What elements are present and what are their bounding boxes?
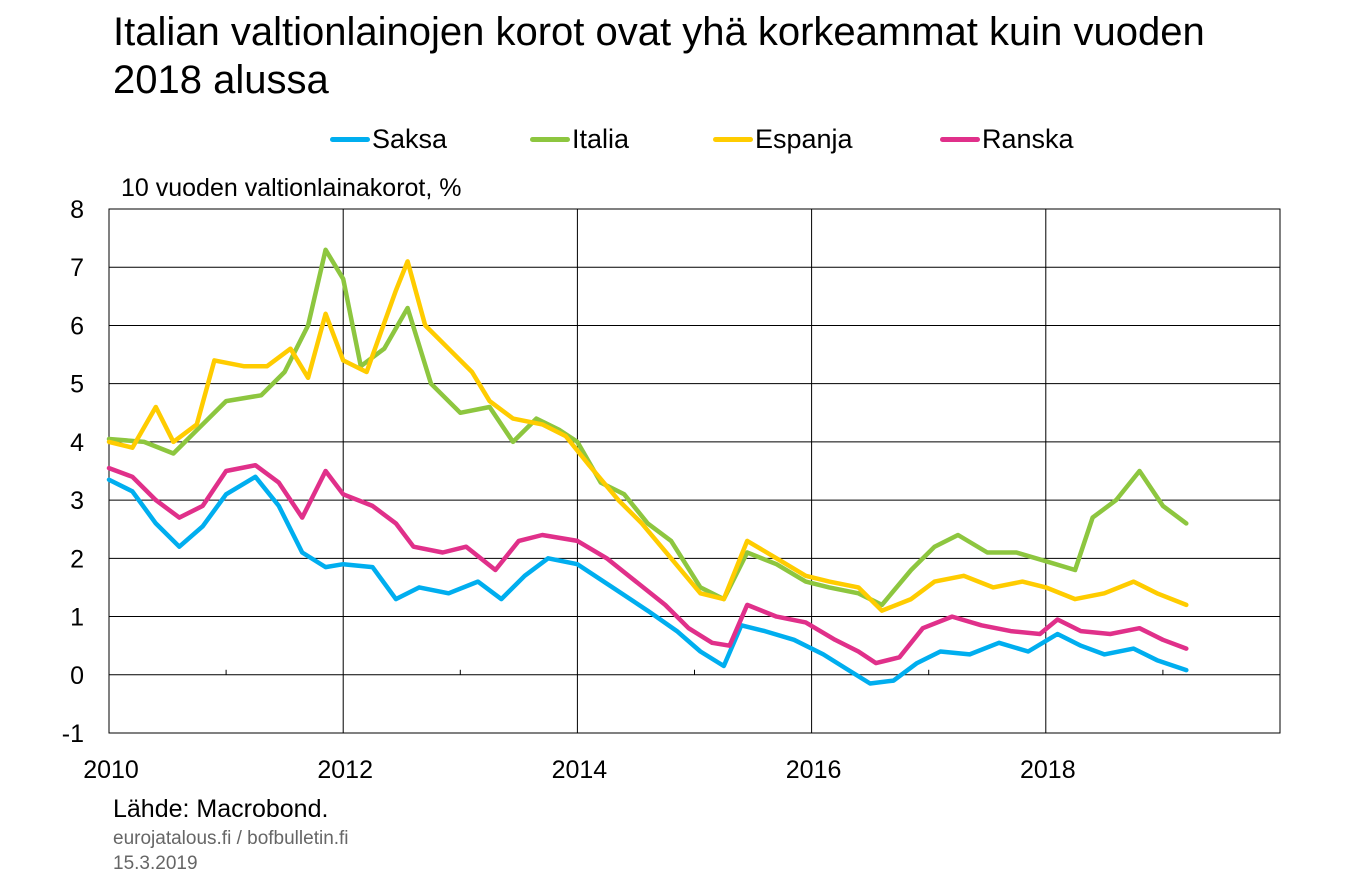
legend-item-ranska: Ranska <box>940 124 1074 155</box>
grid-lines <box>108 208 1281 734</box>
date-note: 15.3.2019 <box>113 853 198 874</box>
chart-title: Italian valtionlainojen korot ovat yhä k… <box>113 10 1205 102</box>
legend-label-italia: Italia <box>572 124 630 154</box>
x-tick-labels: 2010 2012 2014 2016 2018 <box>83 756 1075 784</box>
legend: Saksa Italia Espanja Ranska <box>0 124 1357 160</box>
legend-swatch-saksa <box>330 137 370 142</box>
legend-swatch-italia <box>530 137 570 142</box>
legend-item-espanja: Espanja <box>713 124 853 155</box>
y-tick-label: 7 <box>70 254 84 282</box>
y-tick-label: 5 <box>70 371 84 399</box>
x-tick-label: 2016 <box>786 756 842 784</box>
y-tick-label: 6 <box>70 312 84 340</box>
series-line-espanja <box>106 259 1189 613</box>
series-lines <box>106 247 1189 686</box>
legend-label-ranska: Ranska <box>982 124 1074 154</box>
series-line-italia <box>106 247 1189 608</box>
source-note: Lähde: Macrobond. <box>113 795 329 823</box>
x-tick-label: 2018 <box>1020 756 1076 784</box>
series-line-saksa <box>106 474 1189 686</box>
y-tick-label: 8 <box>70 196 84 224</box>
legend-item-italia: Italia <box>530 124 629 155</box>
legend-item-saksa: Saksa <box>330 124 447 155</box>
y-tick-labels: 8 7 6 5 4 3 2 1 0 -1 <box>62 196 84 748</box>
line-chart: 8 7 6 5 4 3 2 1 0 -1 2010 2012 2014 2016 2018 <box>62 196 1281 784</box>
y-tick-label: 4 <box>70 429 84 457</box>
x-tick-label: 2012 <box>317 756 373 784</box>
y-tick-label: 2 <box>70 545 84 573</box>
site-note: eurojatalous.fi / bofbulletin.fi <box>113 828 349 849</box>
series-line-ranska <box>106 462 1189 666</box>
y-tick-label: 0 <box>70 662 84 690</box>
legend-label-espanja: Espanja <box>755 124 853 154</box>
y-axis-label: 10 vuoden valtionlainakorot, % <box>121 174 462 202</box>
legend-label-saksa: Saksa <box>372 124 448 154</box>
x-tick-label: 2014 <box>552 756 608 784</box>
y-tick-label: -1 <box>62 720 84 748</box>
legend-swatch-espanja <box>713 137 753 142</box>
y-tick-label: 1 <box>70 604 84 632</box>
x-tick-label: 2010 <box>83 756 139 784</box>
legend-swatch-ranska <box>940 137 980 142</box>
y-tick-label: 3 <box>70 487 84 515</box>
